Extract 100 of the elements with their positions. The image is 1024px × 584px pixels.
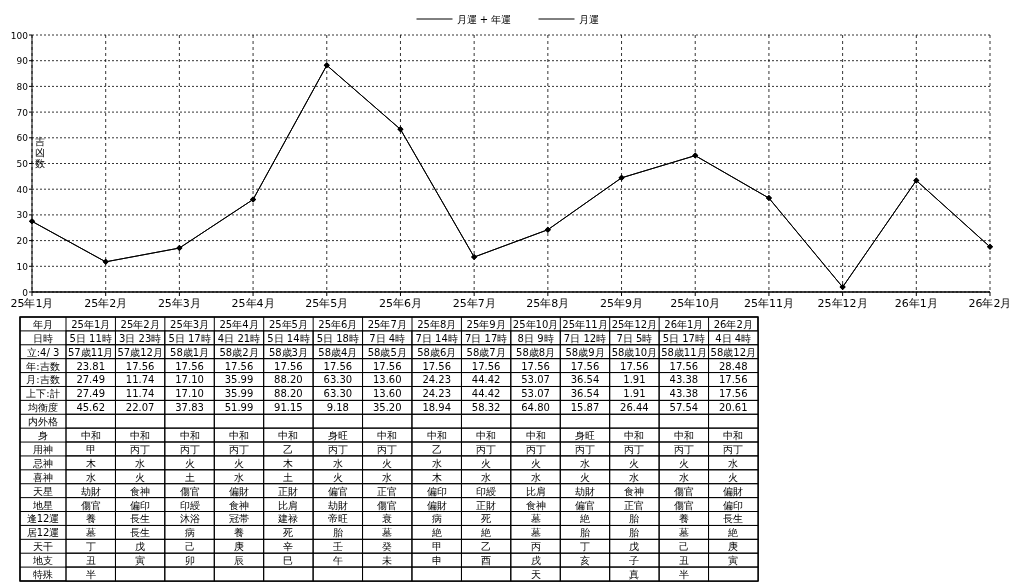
text: 17.56 (224, 360, 254, 372)
text: 24.23 (422, 388, 452, 400)
text: 木 (431, 471, 442, 483)
text: 墓 (678, 527, 689, 539)
text: 17.56 (274, 360, 303, 372)
text: 劫財 (327, 499, 348, 511)
text: 58歳7月 (466, 346, 506, 358)
text: 17.56 (521, 360, 550, 372)
text: 傷官 (377, 499, 398, 511)
text: 63.30 (323, 388, 353, 400)
text: 7日 17時 (465, 332, 508, 344)
x-tick-label: 25年8月 (526, 297, 570, 310)
text: 中和 (673, 430, 694, 442)
text: 天 (530, 569, 541, 580)
text: 丙丁 (476, 443, 497, 455)
text: 乙 (431, 443, 442, 455)
text: 長生 (130, 527, 151, 539)
text: 36.54 (570, 374, 600, 386)
text: 63.30 (323, 374, 353, 386)
text: 27.49 (76, 374, 106, 386)
legend-label: 月運 (578, 14, 599, 25)
text: 比肩 (278, 499, 299, 511)
text: 中和 (130, 430, 151, 442)
x-tick-label: 26年2月 (713, 318, 753, 330)
text: 中和 (476, 430, 497, 442)
y-tick-label: 月:吉数 (26, 374, 60, 386)
x-tick-label: 26年1月 (664, 318, 704, 330)
text: 43.38 (669, 374, 699, 386)
text: 中和 (377, 430, 398, 442)
text: 43.38 (669, 388, 699, 400)
text: 中和 (525, 430, 546, 442)
x-tick-label: 25年1月 (10, 297, 54, 310)
text: 劫財 (575, 485, 595, 497)
text: 建禄 (278, 513, 299, 525)
text: 胎 (580, 527, 590, 539)
text: 水 (481, 471, 492, 483)
text: 偏財 (723, 485, 744, 497)
text: 丙丁 (130, 443, 151, 455)
text: 丙丁 (377, 443, 398, 455)
text: 絶 (431, 527, 442, 539)
text: 17.56 (175, 360, 204, 372)
y-tick-label: 天干 (33, 541, 53, 553)
text: 13.60 (372, 374, 402, 386)
text: 壬 (332, 541, 343, 553)
y-tick-label: 日時 (33, 332, 53, 344)
text: 44.42 (471, 374, 501, 386)
text: 27.49 (76, 388, 106, 400)
text: 88.20 (274, 374, 303, 386)
text: 火 (530, 457, 541, 469)
text: 58歳12月 (710, 346, 757, 358)
x-tick-label: 25年3月 (170, 318, 210, 330)
text: 17.10 (175, 374, 204, 386)
x-tick-label: 25年2月 (120, 318, 160, 330)
text: 火 (678, 457, 689, 469)
text: 中和 (229, 430, 249, 442)
text: 丑 (85, 555, 96, 567)
x-axis-title: 年月 (33, 318, 53, 330)
text: 傷官 (179, 485, 200, 497)
text: 58歳5月 (367, 346, 407, 358)
y-tick-label: 90 (16, 56, 29, 67)
y-tick-label: 30 (16, 210, 29, 221)
text: 子 (629, 555, 640, 567)
text: 13.60 (372, 388, 402, 400)
y-axis-title: 吉凶数 (35, 136, 45, 169)
text: 偏官 (327, 485, 348, 497)
y-tick-label: 上下:計 (26, 388, 60, 400)
text: 5日 17時 (168, 332, 211, 344)
text: 絶 (728, 527, 739, 539)
text: 火 (728, 471, 739, 483)
text: 57.54 (669, 402, 699, 414)
text: 水 (629, 471, 640, 483)
text: 26.44 (620, 402, 649, 414)
text: 木 (283, 457, 294, 469)
text: 木 (85, 457, 96, 469)
text: 5日 14時 (267, 332, 310, 344)
text: 11.74 (125, 388, 155, 400)
text: 長生 (723, 513, 744, 525)
text: 辛 (283, 541, 294, 553)
y-tick-label: 天星 (33, 485, 53, 497)
text: 庚 (728, 541, 739, 553)
text: 偏印 (426, 485, 447, 497)
text: 火 (629, 457, 640, 469)
text: 偏財 (426, 499, 447, 511)
text: 丙丁 (575, 443, 595, 455)
text: 17.56 (422, 360, 452, 372)
text: 35.99 (224, 374, 254, 386)
text: 真 (629, 569, 640, 580)
text: 91.15 (274, 402, 303, 414)
text: 乙 (481, 541, 492, 553)
text: 11.74 (125, 374, 155, 386)
x-tick-label: 25年8月 (417, 318, 457, 330)
text: 45.62 (76, 402, 106, 414)
text: 17.56 (669, 360, 699, 372)
text: 丙丁 (723, 443, 744, 455)
text: 墓 (382, 527, 393, 539)
text: 帝旺 (327, 513, 348, 525)
text: 9.18 (326, 402, 349, 414)
text: 丙丁 (525, 443, 546, 455)
text: 丙丁 (179, 443, 200, 455)
text: 24.23 (422, 374, 452, 386)
